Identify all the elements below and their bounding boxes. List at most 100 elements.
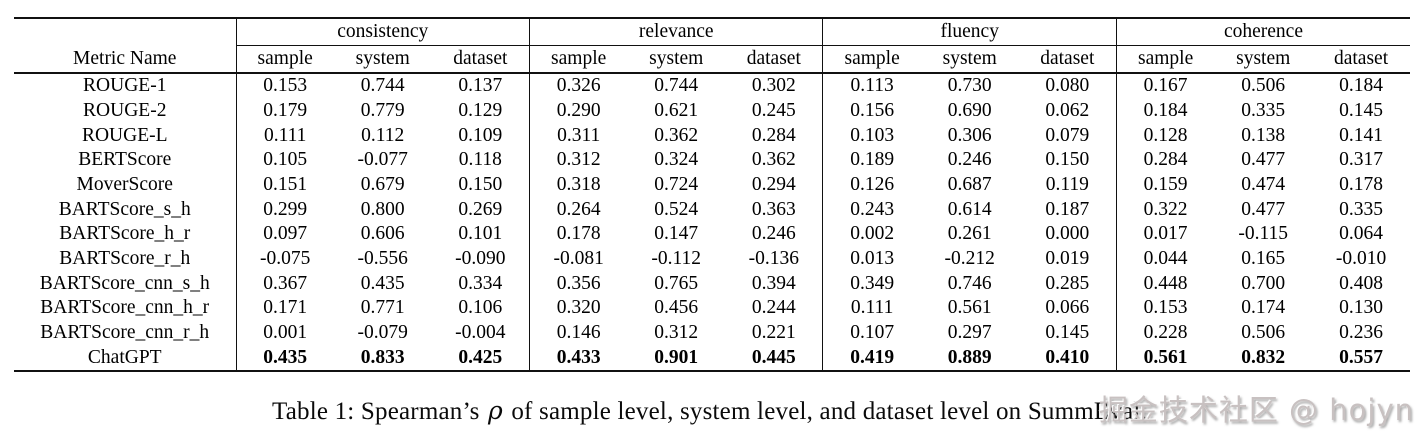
value-cell: 0.284 [751, 124, 796, 146]
metric-cell: BARTScore_s_h [58, 198, 191, 220]
value-cell: 0.687 [947, 173, 992, 195]
caption-suffix: of sample level, system level, and datas… [504, 398, 1147, 425]
table-row: ROUGE-L 0.111 0.112 0.109 0.311 0.362 0.284 0.1… [14, 123, 1410, 149]
value-cell: 0.141 [1339, 124, 1383, 146]
metric-cell: MoverScore [76, 173, 173, 195]
value-cell: 0.771 [360, 297, 405, 319]
value-cell: 0.109 [458, 124, 503, 146]
value-cell: 0.129 [458, 99, 503, 121]
value-cell: 0.690 [947, 99, 992, 121]
value-cell: 0.178 [528, 222, 628, 247]
value-cell: 0.335 [1241, 99, 1286, 121]
value-cell: -0.081 [528, 246, 628, 272]
value-cell: 0.506 [1241, 75, 1286, 97]
table-header: consistency relevance fluency coherence Metr… [14, 17, 1410, 74]
value-cell: 0.261 [947, 223, 992, 245]
value-cell: 0.174 [1241, 297, 1286, 319]
value-cell: 0.621 [654, 99, 699, 121]
value-cell: 0.302 [751, 75, 796, 97]
value-cell: 0.130 [1339, 297, 1383, 319]
value-cell: 0.335 [1339, 198, 1383, 220]
metric-name-header: Metric Name [14, 45, 236, 74]
value-cell: 0.334 [458, 272, 503, 294]
group-header-row: consistency relevance fluency coherence [14, 17, 1410, 46]
value-cell: 0.165 [1241, 247, 1286, 269]
sub-header-cell: system [627, 45, 726, 74]
value-cell: -0.556 [357, 247, 408, 269]
metric-cell: BERTScore [78, 149, 172, 171]
value-cell: 0.150 [1045, 149, 1090, 171]
value-cell: 0.433 [528, 345, 628, 373]
value-cell: 0.246 [947, 149, 992, 171]
value-cell: 0.524 [654, 198, 699, 220]
value-cell: 0.138 [1241, 124, 1286, 146]
value-cell: 0.111 [235, 123, 334, 149]
value-cell: 0.106 [458, 297, 503, 319]
value-cell: 0.394 [751, 272, 796, 294]
value-cell: 0.435 [235, 345, 334, 373]
value-cell: 0.171 [235, 296, 334, 321]
value-cell: 0.425 [431, 345, 530, 373]
value-cell: 0.744 [360, 75, 405, 97]
value-cell: 0.410 [1018, 345, 1117, 373]
value-cell: 0.105 [235, 148, 334, 173]
value-cell: 0.146 [528, 320, 628, 346]
value-cell: 0.724 [654, 173, 699, 195]
value-cell: 0.320 [528, 296, 628, 321]
value-cell: 0.765 [654, 272, 699, 294]
value-cell: 0.153 [235, 73, 334, 99]
sub-header-cell: sample [528, 45, 628, 74]
value-cell: 0.187 [1045, 198, 1090, 220]
value-cell: 0.189 [822, 148, 921, 173]
value-cell: 0.448 [1115, 271, 1215, 297]
value-cell: 0.064 [1339, 223, 1383, 245]
metric-cell: BARTScore_h_r [59, 223, 191, 245]
table-caption: Table 1: Spearman’s ρ of sample level, s… [0, 396, 1419, 426]
value-cell: 0.324 [654, 149, 699, 171]
value-cell: 0.145 [1045, 322, 1090, 343]
value-cell: 0.294 [751, 173, 796, 195]
table-row: BARTScore_s_h 0.299 0.800 0.269 0.264 0.524 0.… [14, 197, 1410, 223]
table-row: BERTScore 0.105 -0.077 0.118 0.312 0.324 0.362… [14, 148, 1410, 173]
value-cell: 0.111 [822, 296, 921, 321]
value-cell: 0.221 [751, 322, 796, 343]
value-cell: 0.119 [1045, 173, 1089, 195]
value-cell: 0.167 [1115, 73, 1215, 99]
metric-cell: BARTScore_cnn_s_h [39, 272, 210, 294]
group-header-cell: fluency [822, 17, 1117, 46]
value-cell: 0.833 [333, 345, 432, 373]
table-row: ROUGE-1 0.153 0.744 0.137 0.326 0.744 0.302 0.1… [14, 73, 1410, 99]
value-cell: 0.019 [1045, 247, 1090, 269]
caption-prefix: Table 1: Spearman’s [271, 398, 486, 425]
value-cell: 0.800 [360, 198, 405, 220]
value-cell: 0.097 [235, 222, 334, 247]
value-cell: 0.236 [1339, 322, 1383, 343]
table-row: BARTScore_h_r 0.097 0.606 0.101 0.178 0.147 0.… [14, 222, 1410, 247]
metric-cell: BARTScore_cnn_h_r [40, 297, 210, 319]
value-cell: 0.349 [822, 271, 921, 297]
table-row: MoverScore 0.151 0.679 0.150 0.318 0.724 0.294… [14, 172, 1410, 198]
corner-cell [14, 17, 236, 46]
value-cell: 0.013 [822, 246, 921, 272]
metric-cell: ROUGE-1 [83, 75, 167, 97]
watermark: 掘金技术社区 @ hojyn [1098, 393, 1414, 427]
value-cell: 0.178 [1339, 173, 1383, 195]
value-cell: 0.079 [1045, 124, 1090, 146]
value-cell: -0.075 [235, 246, 334, 272]
table-row: BARTScore_r_h -0.075 -0.556 -0.090 -0.081 -0.… [14, 246, 1410, 272]
value-cell: 0.147 [654, 223, 699, 245]
value-cell: 0.832 [1214, 345, 1313, 373]
value-cell: 0.145 [1339, 99, 1383, 121]
caption-rho-symbol: ρ [487, 396, 503, 425]
value-cell: 0.435 [360, 272, 405, 294]
value-cell: 0.264 [528, 197, 628, 223]
value-cell: 0.356 [528, 271, 628, 297]
value-cell: 0.477 [1241, 149, 1286, 171]
value-cell: 0.744 [654, 75, 699, 97]
table-row: BARTScore_cnn_r_h 0.001 -0.079 -0.004 0.146 0… [14, 320, 1410, 346]
value-cell: 0.137 [458, 75, 503, 97]
value-cell: 0.184 [1339, 75, 1383, 97]
value-cell: 0.017 [1115, 222, 1215, 247]
value-cell: 0.159 [1115, 172, 1215, 198]
value-cell: 0.746 [947, 272, 992, 294]
